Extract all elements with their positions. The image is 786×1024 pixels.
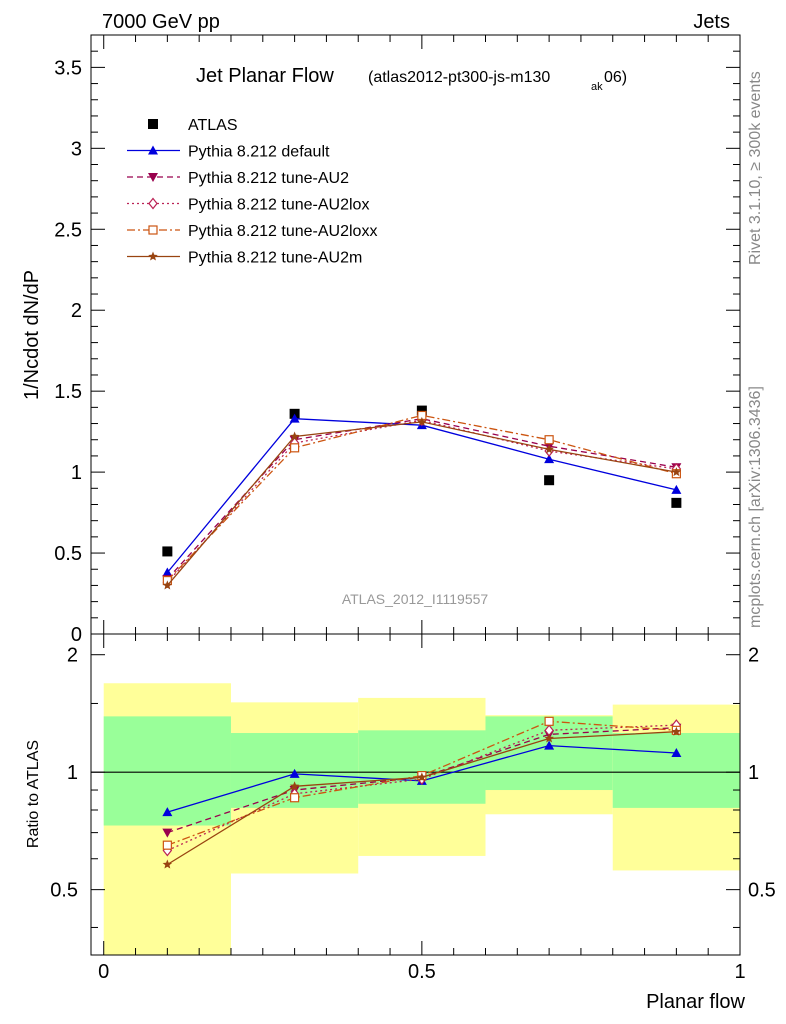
- data-point: [671, 467, 682, 477]
- ratio-data-point: [671, 726, 682, 736]
- legend-label: Pythia 8.212 tune-AU2lox: [188, 197, 369, 214]
- series-5: [162, 416, 682, 590]
- ratio-y-tick-label: 0.5: [50, 880, 78, 902]
- header-left-label: 7000 GeV pp: [102, 11, 220, 33]
- green-band: [612, 733, 740, 808]
- chart-subtitle: (atlas2012-pt300-js-m130: [368, 69, 550, 86]
- series-3: [162, 414, 682, 589]
- data-point: [544, 435, 554, 445]
- chart-title: Jet Planar Flow: [196, 65, 334, 87]
- ratio-plot-panel: 0.5 0.5 1 1 2 2 0 0.5 1 Ratio to ATLAS Planar fl…: [25, 633, 776, 1013]
- legend-entry: Pythia 8.212 default: [127, 144, 330, 161]
- ratio-data-point: [289, 768, 300, 778]
- green-band: [358, 730, 486, 804]
- series-line: [166, 414, 677, 582]
- legend-entry: Pythia 8.212 tune-AU2: [127, 170, 349, 187]
- ratio-y-tick-label-right: 0.5: [748, 880, 776, 902]
- legend-entry: Pythia 8.212 tune-AU2m: [127, 250, 362, 267]
- ratio-y-tick-label: 2: [67, 645, 78, 667]
- ratio-y-tick-label: 1: [67, 762, 78, 784]
- ratio-data-point: [417, 772, 427, 782]
- main-y-axis-label: 1/Ncdot dN/dP: [21, 270, 43, 400]
- main-y-tick-label: 2.5: [54, 219, 82, 241]
- main-y-tick-label: 2: [71, 300, 82, 322]
- ratio-data-point: [671, 747, 682, 757]
- ratio-y-tick-label-right: 1: [748, 762, 759, 784]
- ratio-plot-frame: [90, 633, 741, 956]
- data-point: [289, 413, 300, 423]
- data-point: [162, 567, 173, 577]
- main-y-tick-label: 3.5: [54, 57, 82, 79]
- main-y-tick-label: 0: [71, 624, 82, 646]
- main-y-tick-label: 1: [71, 462, 82, 484]
- rivet-label: Rivet 3.1.10, ≥ 300k events: [747, 71, 764, 265]
- ratio-y-tick-label-right: 2: [748, 645, 759, 667]
- data-point: [671, 484, 682, 494]
- ratio-data-point: [162, 859, 173, 869]
- series-4: [162, 410, 681, 586]
- data-point: [162, 546, 173, 557]
- data-point: [544, 444, 554, 454]
- legend-marker: [148, 119, 158, 129]
- chart-subtitle-end: 06): [604, 69, 627, 86]
- main-y-tick-label: 3: [71, 138, 82, 160]
- x-tick-label: 1: [734, 961, 745, 983]
- series-line: [166, 419, 677, 583]
- ratio-data-point: [544, 733, 554, 743]
- legend-marker: [148, 225, 158, 235]
- legend-marker: [148, 251, 158, 261]
- series-line: [166, 418, 677, 580]
- ratio-data-point: [162, 840, 172, 850]
- legend-label: Pythia 8.212 default: [188, 144, 330, 161]
- chart-subtitle-subscript: ak: [591, 81, 603, 93]
- ratio-data-point: [162, 807, 173, 817]
- legend-entry: ATLAS: [148, 117, 238, 134]
- data-point: [416, 405, 427, 416]
- legend-marker: [148, 197, 158, 210]
- ratio-uncertainty-bands: [103, 683, 740, 955]
- legend-entry: Pythia 8.212 tune-AU2loxx: [127, 223, 377, 240]
- ratio-data-point: [289, 781, 300, 791]
- data-point: [544, 454, 555, 464]
- ratio-y-axis-label: Ratio to ATLAS: [25, 740, 42, 848]
- data-point: [289, 431, 300, 441]
- analysis-watermark: ATLAS_2012_I1119557: [342, 591, 489, 607]
- main-y-tick-label: 1.5: [54, 381, 82, 403]
- legend-marker: [148, 145, 158, 155]
- ratio-data-point: [544, 740, 555, 750]
- ratio-series-group: [162, 716, 682, 869]
- mcplots-label: mcplots.cern.ch [arXiv:1306.3436]: [747, 386, 764, 628]
- ratio-data-point: [544, 716, 554, 726]
- ratio-series-4: [162, 726, 682, 869]
- data-point: [162, 580, 173, 590]
- legend-label: Pythia 8.212 tune-AU2: [188, 170, 349, 187]
- main-plot-panel: Jet Planar Flow (atlas2012-pt300-js-m130…: [21, 34, 741, 646]
- x-tick-label: 0: [98, 961, 109, 983]
- ratio-data-point: [162, 828, 173, 838]
- data-point: [417, 416, 427, 426]
- data-point: [671, 497, 682, 508]
- ratio-data-point: [290, 793, 300, 803]
- legend-entry: Pythia 8.212 tune-AU2lox: [127, 197, 369, 214]
- series-line: [166, 421, 677, 586]
- header-right-label: Jets: [693, 11, 730, 33]
- legend: ATLAS Pythia 8.212 default Pythia 8.212 tu…: [127, 117, 377, 267]
- x-axis-label: Planar flow: [646, 991, 745, 1013]
- main-series-group: [162, 405, 682, 590]
- legend-label: Pythia 8.212 tune-AU2m: [188, 250, 362, 267]
- legend-marker: [148, 173, 158, 182]
- main-y-tick-label: 0.5: [54, 543, 82, 565]
- legend-label: ATLAS: [188, 117, 238, 134]
- data-point: [544, 475, 555, 486]
- ratio-series-line: [167, 724, 677, 852]
- data-point: [290, 443, 300, 453]
- series-1: [162, 413, 682, 577]
- legend-label: Pythia 8.212 tune-AU2loxx: [188, 223, 377, 240]
- x-tick-label: 0.5: [408, 961, 436, 983]
